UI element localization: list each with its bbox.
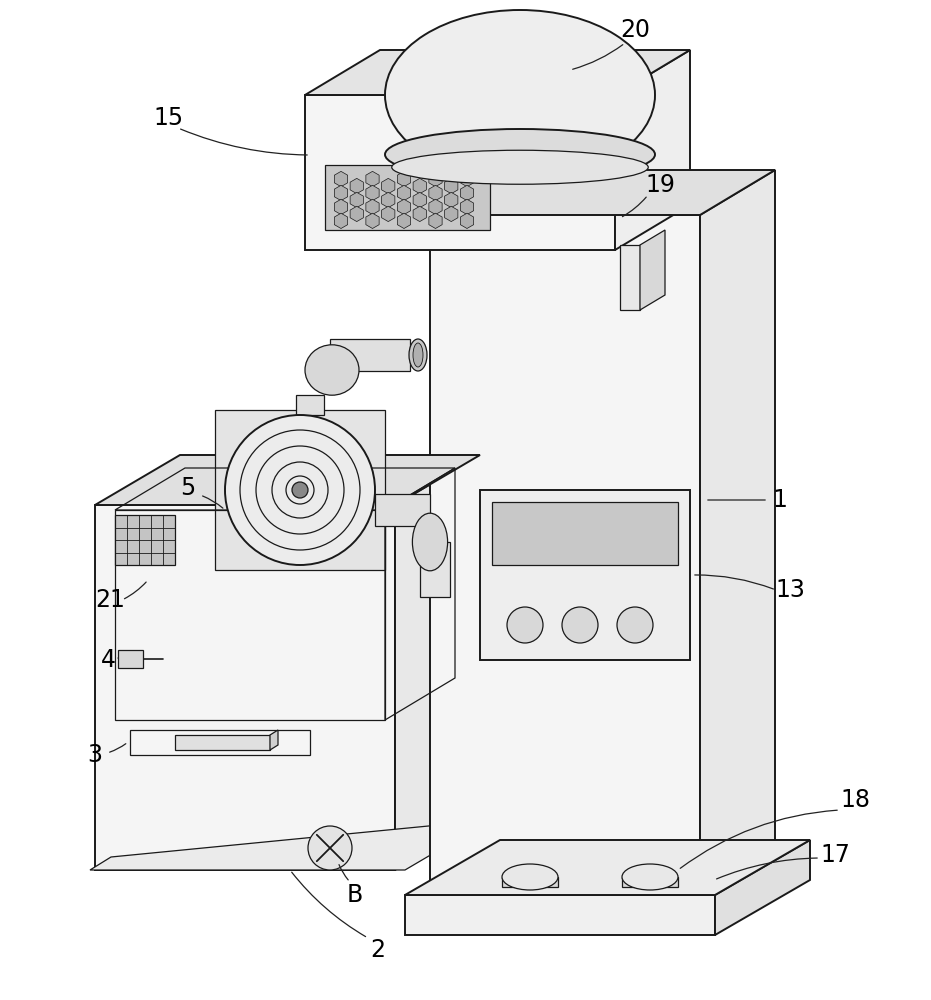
Ellipse shape: [622, 864, 678, 890]
Polygon shape: [640, 230, 665, 310]
Polygon shape: [405, 840, 810, 895]
Polygon shape: [460, 171, 474, 187]
Circle shape: [562, 607, 598, 643]
Polygon shape: [334, 171, 347, 187]
Polygon shape: [622, 877, 678, 887]
Polygon shape: [429, 185, 442, 201]
Polygon shape: [445, 178, 458, 194]
Polygon shape: [502, 877, 558, 887]
Polygon shape: [460, 185, 474, 201]
Polygon shape: [334, 185, 347, 201]
Polygon shape: [405, 895, 715, 935]
Text: B: B: [347, 883, 363, 907]
Ellipse shape: [409, 339, 427, 371]
Polygon shape: [480, 490, 690, 660]
Circle shape: [292, 482, 308, 498]
Polygon shape: [305, 95, 615, 250]
Circle shape: [617, 607, 653, 643]
Text: 4: 4: [101, 648, 115, 672]
Polygon shape: [615, 50, 690, 250]
Ellipse shape: [385, 129, 655, 180]
Text: 18: 18: [840, 788, 870, 812]
Polygon shape: [420, 542, 450, 597]
Text: 1: 1: [773, 488, 788, 512]
Ellipse shape: [305, 345, 359, 395]
Polygon shape: [334, 199, 347, 215]
Polygon shape: [325, 165, 490, 230]
Polygon shape: [115, 515, 175, 565]
Polygon shape: [330, 339, 410, 371]
Polygon shape: [270, 730, 278, 750]
Text: 21: 21: [95, 588, 125, 612]
Polygon shape: [334, 213, 347, 229]
Polygon shape: [90, 820, 490, 870]
Polygon shape: [429, 199, 442, 215]
Polygon shape: [175, 735, 270, 750]
Polygon shape: [430, 215, 700, 895]
Polygon shape: [715, 840, 810, 935]
Polygon shape: [460, 199, 474, 215]
Circle shape: [507, 607, 543, 643]
Text: 15: 15: [153, 106, 183, 130]
Polygon shape: [350, 178, 363, 194]
Polygon shape: [429, 213, 442, 229]
Polygon shape: [413, 192, 426, 208]
Polygon shape: [350, 192, 363, 208]
Polygon shape: [305, 50, 690, 95]
Polygon shape: [366, 185, 379, 201]
Polygon shape: [620, 245, 640, 310]
Polygon shape: [413, 178, 426, 194]
Text: 13: 13: [776, 578, 805, 602]
Text: 17: 17: [820, 843, 850, 867]
Ellipse shape: [412, 513, 448, 571]
Circle shape: [225, 415, 375, 565]
Ellipse shape: [502, 864, 558, 890]
Ellipse shape: [413, 343, 423, 367]
Polygon shape: [445, 192, 458, 208]
Polygon shape: [350, 206, 363, 222]
Polygon shape: [445, 206, 458, 222]
Polygon shape: [429, 171, 442, 187]
Ellipse shape: [392, 150, 648, 184]
Polygon shape: [398, 213, 411, 229]
Text: 19: 19: [645, 173, 675, 197]
Polygon shape: [382, 178, 395, 194]
Circle shape: [308, 826, 352, 870]
Polygon shape: [492, 502, 678, 565]
Polygon shape: [460, 213, 474, 229]
Text: 5: 5: [181, 476, 196, 500]
Polygon shape: [215, 410, 385, 570]
Text: 20: 20: [620, 18, 650, 42]
Polygon shape: [118, 650, 143, 668]
Polygon shape: [700, 170, 775, 895]
Polygon shape: [382, 206, 395, 222]
Polygon shape: [95, 505, 395, 870]
Polygon shape: [398, 185, 411, 201]
Polygon shape: [296, 395, 324, 415]
Polygon shape: [398, 199, 411, 215]
Polygon shape: [395, 455, 480, 870]
Text: 2: 2: [371, 938, 385, 962]
Polygon shape: [366, 171, 379, 187]
Polygon shape: [430, 170, 775, 215]
Polygon shape: [95, 455, 480, 505]
Ellipse shape: [385, 10, 655, 180]
Text: 3: 3: [88, 743, 102, 767]
Polygon shape: [382, 192, 395, 208]
Polygon shape: [413, 206, 426, 222]
Polygon shape: [366, 199, 379, 215]
Polygon shape: [366, 213, 379, 229]
Polygon shape: [398, 171, 411, 187]
Polygon shape: [375, 494, 430, 526]
